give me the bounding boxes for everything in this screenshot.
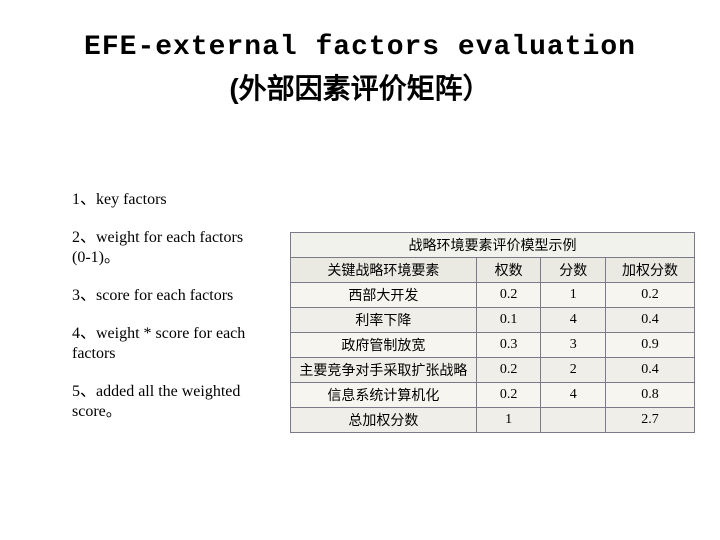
table-row: 主要竞争对手采取扩张战略 0.2 2 0.4 (291, 358, 695, 383)
table-cell: 利率下降 (291, 308, 477, 333)
table-cell: 1 (476, 408, 541, 433)
table-cell: 2 (541, 358, 606, 383)
slide-title: EFE-external factors evaluation (外部因素评价矩… (0, 32, 720, 107)
table-cell: 主要竞争对手采取扩张战略 (291, 358, 477, 383)
table-cell: 0.8 (606, 383, 695, 408)
table-cell: 0.2 (476, 383, 541, 408)
bullet-item: 3、score for each factors (72, 286, 262, 306)
bullet-item: 5、added all the weighted score。 (72, 382, 262, 422)
table-caption: 战略环境要素评价模型示例 (291, 233, 695, 258)
table-cell: 0.1 (476, 308, 541, 333)
table-header-row: 关键战略环境要素 权数 分数 加权分数 (291, 258, 695, 283)
efe-table: 战略环境要素评价模型示例 关键战略环境要素 权数 分数 加权分数 西部大开发 0… (290, 232, 695, 433)
table-row: 政府管制放宽 0.3 3 0.9 (291, 333, 695, 358)
table-cell: 0.9 (606, 333, 695, 358)
table-cell (541, 408, 606, 433)
table-caption-row: 战略环境要素评价模型示例 (291, 233, 695, 258)
table-cell: 4 (541, 383, 606, 408)
table-cell: 西部大开发 (291, 283, 477, 308)
table-cell: 总加权分数 (291, 408, 477, 433)
table-row: 西部大开发 0.2 1 0.2 (291, 283, 695, 308)
table-cell: 0.2 (476, 358, 541, 383)
table-cell: 4 (541, 308, 606, 333)
title-line-1: EFE-external factors evaluation (0, 32, 720, 63)
title-line-2: (外部因素评价矩阵） (0, 67, 720, 107)
table-header-cell: 加权分数 (606, 258, 695, 283)
table-header-cell: 关键战略环境要素 (291, 258, 477, 283)
table-cell: 政府管制放宽 (291, 333, 477, 358)
bullet-item: 2、weight for each factors (0-1)。 (72, 228, 262, 268)
table-cell: 0.2 (606, 283, 695, 308)
table-total-row: 总加权分数 1 2.7 (291, 408, 695, 433)
table-header-cell: 分数 (541, 258, 606, 283)
table-row: 利率下降 0.1 4 0.4 (291, 308, 695, 333)
table-cell: 0.4 (606, 308, 695, 333)
table-cell: 3 (541, 333, 606, 358)
bullet-item: 4、weight * score for each factors (72, 324, 262, 364)
table-cell: 信息系统计算机化 (291, 383, 477, 408)
table-cell: 0.3 (476, 333, 541, 358)
table-cell: 2.7 (606, 408, 695, 433)
table-row: 信息系统计算机化 0.2 4 0.8 (291, 383, 695, 408)
bullet-list: 1、key factors 2、weight for each factors … (72, 190, 262, 440)
efe-table-container: 战略环境要素评价模型示例 关键战略环境要素 权数 分数 加权分数 西部大开发 0… (290, 232, 695, 433)
table-cell: 0.2 (476, 283, 541, 308)
table-cell: 0.4 (606, 358, 695, 383)
table-cell: 1 (541, 283, 606, 308)
bullet-item: 1、key factors (72, 190, 262, 210)
table-header-cell: 权数 (476, 258, 541, 283)
